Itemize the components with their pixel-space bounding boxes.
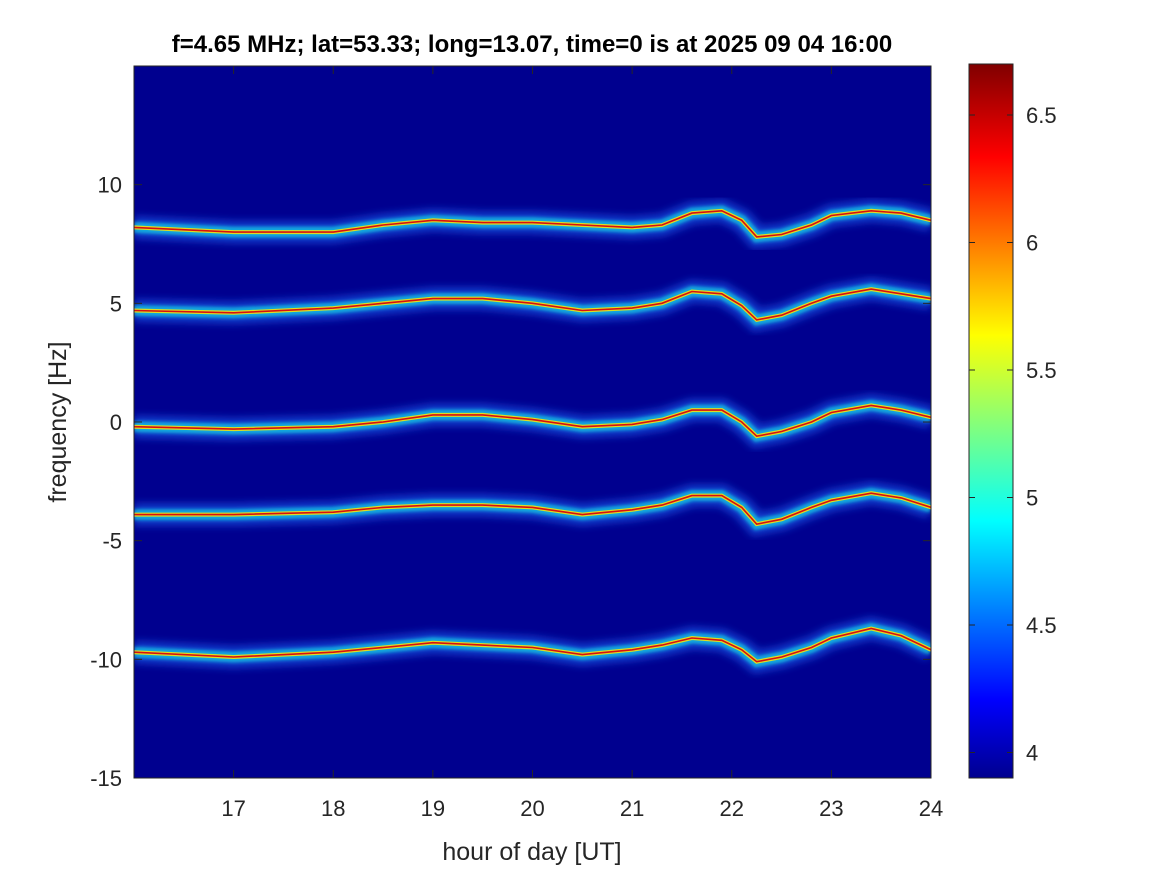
x-axis-ticks: 17 18 19 20 21 22 23 24 xyxy=(221,66,943,821)
colorbar-tick-label: 5.5 xyxy=(1026,358,1057,383)
x-axis-label: hour of day [UT] xyxy=(442,838,621,866)
x-tick-label: 18 xyxy=(321,796,345,821)
trace-1 xyxy=(134,199,931,249)
trace-core xyxy=(134,492,931,525)
trace-core xyxy=(134,627,931,663)
colorbar: 4 4.5 5 5.5 6 6.5 xyxy=(968,63,1057,779)
x-tick-label: 21 xyxy=(620,796,644,821)
x-tick-label: 20 xyxy=(520,796,544,821)
x-tick-label: 17 xyxy=(221,796,245,821)
colorbar-tick-label: 6 xyxy=(1026,231,1038,256)
trace-4 xyxy=(134,482,931,537)
trace-core xyxy=(134,404,931,438)
y-axis-label: frequency [Hz] xyxy=(44,341,72,502)
trace-3 xyxy=(134,394,931,449)
colorbar-ticks: 4 4.5 5 5.5 6 6.5 xyxy=(969,103,1057,766)
trace-core xyxy=(134,209,931,238)
trace-2 xyxy=(134,277,931,332)
x-tick-label: 19 xyxy=(421,796,445,821)
chart-title: f=4.65 MHz; lat=53.33; long=13.07, time=… xyxy=(172,31,892,58)
y-axis-ticks: -15 -10 -5 0 5 10 xyxy=(90,173,931,791)
y-tick-label: 0 xyxy=(110,410,122,435)
x-tick-label: 23 xyxy=(819,796,843,821)
x-tick-label: 24 xyxy=(919,796,943,821)
y-tick-label: 10 xyxy=(98,173,122,198)
colorbar-tick-label: 5 xyxy=(1026,486,1038,511)
colorbar-tick-label: 4.5 xyxy=(1026,613,1057,638)
colorbar-tick-label: 4 xyxy=(1026,741,1038,766)
y-tick-label: -5 xyxy=(102,529,122,554)
spectral-traces xyxy=(134,199,931,674)
colorbar-frame xyxy=(968,63,1014,779)
y-tick-label: 5 xyxy=(110,291,122,316)
trace-core xyxy=(134,288,931,321)
plot-area xyxy=(133,65,932,779)
y-tick-label: -15 xyxy=(90,766,122,791)
colorbar-gradient xyxy=(969,64,1013,778)
colorbar-tick-label: 6.5 xyxy=(1026,103,1057,128)
y-tick-label: -10 xyxy=(90,647,122,672)
trace-5 xyxy=(134,617,931,674)
x-tick-label: 22 xyxy=(720,796,744,821)
